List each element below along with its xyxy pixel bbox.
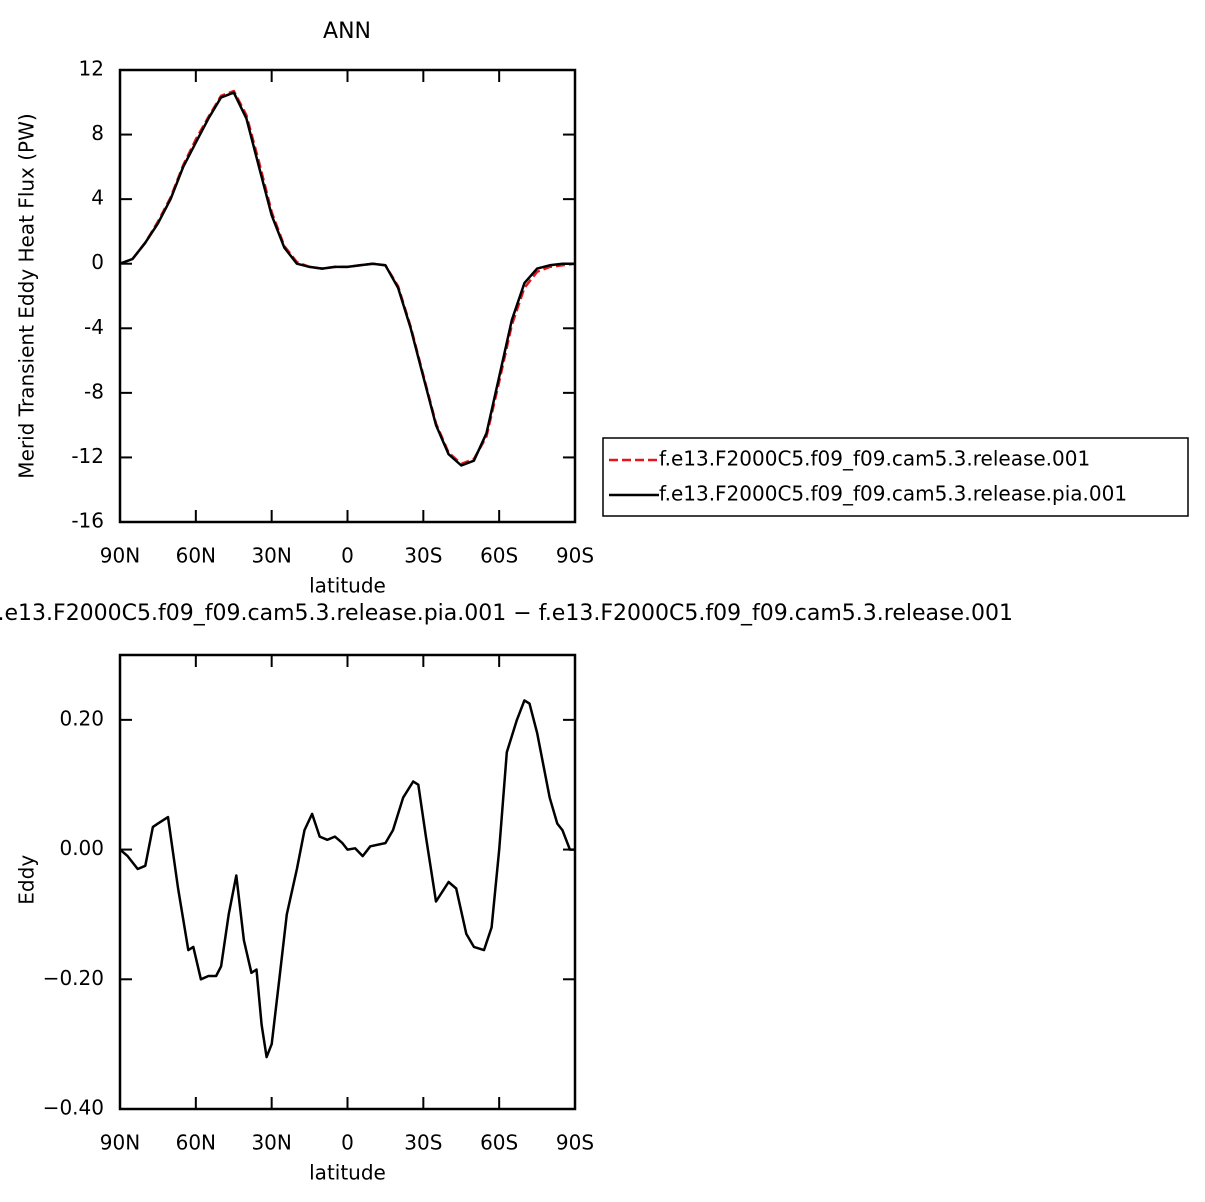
x-tick-label: 90S	[556, 544, 594, 568]
x-tick-label: 30S	[404, 544, 442, 568]
x-tick-label: 60S	[480, 544, 518, 568]
data-line	[119, 699, 575, 1059]
legend-box	[602, 437, 1189, 517]
x-tick-label: 60N	[176, 544, 216, 568]
x-tick-label: 0	[341, 1131, 354, 1155]
x-tick-label: 0	[341, 544, 354, 568]
plot-frame	[118, 68, 577, 524]
y-tick-label: -8	[84, 379, 104, 403]
y-tick-label: -4	[84, 315, 104, 339]
y-tick-label: 4	[91, 186, 104, 210]
x-tick-label: 90S	[556, 1131, 594, 1155]
y-tick-label: 0	[91, 250, 104, 274]
x-tick-label: 30N	[251, 544, 291, 568]
y-axis-label: Merid Transient Eddy Heat Flux (PW)	[15, 699, 39, 1064]
data-line	[119, 91, 575, 467]
y-tick-label: -12	[71, 444, 104, 468]
plot-frame	[118, 653, 577, 1111]
x-tick-label: 90N	[100, 1131, 140, 1155]
x-axis-label: latitude	[309, 1161, 386, 1185]
chart-title: ANN	[323, 19, 371, 44]
y-tick-label: 0.20	[59, 706, 104, 730]
y-tick-label: 0.00	[59, 836, 104, 860]
x-tick-label: 60N	[176, 1131, 216, 1155]
legend-label: f.e13.F2000C5.f09_f09.cam5.3.release.pia…	[659, 482, 1127, 506]
y-tick-label: −0.20	[43, 966, 104, 990]
chart-title: f.e13.F2000C5.f09_f09.cam5.3.release.pia…	[0, 601, 1013, 626]
y-tick-label: -16	[71, 509, 104, 533]
y-tick-label: 8	[91, 121, 104, 145]
y-tick-label: 12	[79, 57, 104, 81]
y-tick-label: −0.40	[43, 1096, 104, 1120]
data-line	[119, 89, 576, 466]
legend-label: f.e13.F2000C5.f09_f09.cam5.3.release.001	[659, 447, 1090, 471]
x-tick-label: 30N	[251, 1131, 291, 1155]
y-axis-label: Merid Transient Eddy Heat Flux (PW)	[15, 113, 39, 478]
x-tick-label: 90N	[100, 544, 140, 568]
x-tick-label: 30S	[404, 1131, 442, 1155]
x-axis-label: latitude	[309, 574, 386, 598]
x-tick-label: 60S	[480, 1131, 518, 1155]
